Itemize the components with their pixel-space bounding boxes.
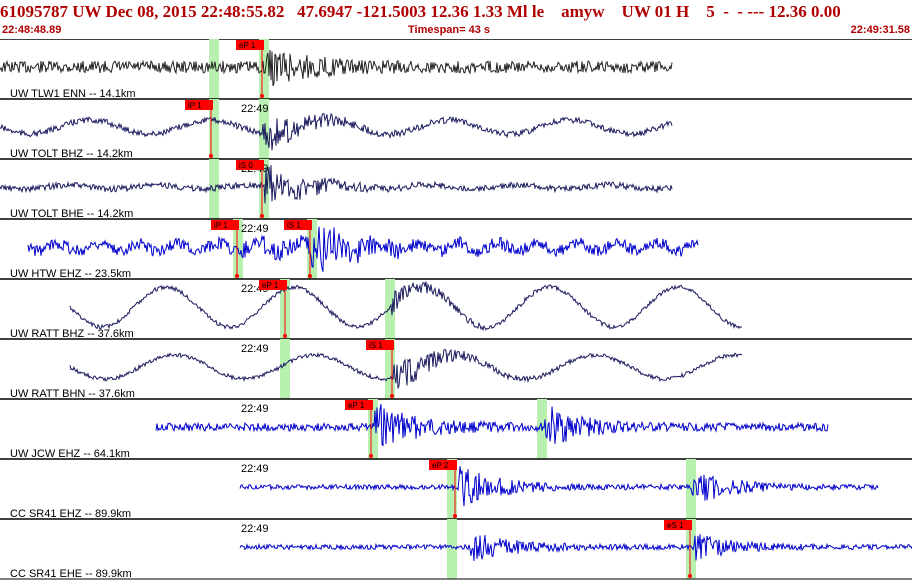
channel-row[interactable]: eP 1 UW TLW1 ENN -- 14.1km <box>0 38 912 100</box>
pick-flag[interactable] <box>259 280 287 290</box>
pick-window <box>368 399 378 459</box>
pick-marker <box>390 394 394 398</box>
time-tick-label: 22:49 <box>241 103 269 115</box>
pick-window <box>447 459 457 519</box>
waveform-trace <box>27 226 699 272</box>
pick-flag-label: iS 0 <box>239 161 253 170</box>
pick-marker <box>369 454 373 458</box>
channel-label: UW RATT BHZ -- 37.6km <box>10 328 134 340</box>
waveform-trace <box>0 113 673 151</box>
pick-flag[interactable] <box>366 340 394 350</box>
pick-flag-label: eP 1 <box>262 281 279 290</box>
pick-flag[interactable] <box>345 400 373 410</box>
pick-window <box>307 219 317 279</box>
pick-window <box>209 39 219 99</box>
pick-flag-label: eS 1 <box>667 521 684 530</box>
channel-label: UW HTW EHZ -- 23.5km <box>10 268 131 280</box>
channel-row[interactable]: 22:49 eP 2 CC SR41 EHZ -- 89.9km <box>0 458 912 520</box>
channel-label: CC SR41 EHE -- 89.9km <box>10 568 132 580</box>
channel-row[interactable]: 22:49 eS 1 CC SR41 EHE -- 89.9km <box>0 518 912 580</box>
channel-label: CC SR41 EHZ -- 89.9km <box>10 508 131 520</box>
pick-marker <box>308 274 312 278</box>
time-tick-label: 22:49 <box>241 403 269 415</box>
pick-marker <box>453 514 457 518</box>
pick-marker <box>260 214 264 218</box>
waveform-trace <box>69 348 743 389</box>
pick-window <box>209 99 219 159</box>
time-start: 22:48:48.89 <box>2 24 62 36</box>
event-header: 61095787 UW Dec 08, 2015 22:48:55.82 47.… <box>0 0 912 40</box>
pick-window <box>209 159 219 219</box>
channel-label: UW TLW1 ENN -- 14.1km <box>10 88 136 100</box>
time-tick-label: 22:49 <box>241 523 269 535</box>
waveform-trace <box>69 281 743 332</box>
channel-label: UW TOLT BHE -- 14.2km <box>10 208 133 220</box>
pick-marker <box>688 574 692 578</box>
pick-flag[interactable] <box>211 220 239 230</box>
channel-row[interactable]: 22:49 eP 1 UW JCW EHZ -- 64.1km <box>0 398 912 460</box>
pick-flag[interactable] <box>664 520 692 530</box>
time-tick-label: 22:49 <box>241 223 269 235</box>
pick-flag-label: eP 1 <box>348 401 365 410</box>
pick-flag[interactable] <box>429 460 457 470</box>
pick-flag-label: iP 1 <box>188 101 202 110</box>
time-end: 22:49:31.58 <box>850 24 910 36</box>
pick-marker <box>209 154 213 158</box>
waveform-panel[interactable]: eP 1 UW TLW1 ENN -- 14.1km 22:49 iP 1 UW TOL… <box>0 38 912 580</box>
pick-flag[interactable] <box>185 100 213 110</box>
waveform-trace <box>0 49 673 87</box>
channel-label: UW TOLT BHZ -- 14.2km <box>10 148 133 160</box>
pick-flag-label: iP 1 <box>214 221 228 230</box>
channel-label: UW JCW EHZ -- 64.1km <box>10 448 130 460</box>
pick-window <box>259 99 269 159</box>
pick-marker <box>260 94 264 98</box>
pick-flag[interactable] <box>284 220 312 230</box>
pick-flag-label: iS 1 <box>369 341 383 350</box>
pick-flag-label: eP 1 <box>239 41 256 50</box>
pick-window <box>280 339 290 399</box>
channel-row[interactable]: 22:49 iP 1 iS 1 UW HTW EHZ -- 23.5km <box>0 218 912 280</box>
pick-window <box>686 519 696 579</box>
pick-window <box>385 339 395 399</box>
time-bar: 22:48:48.89 Timespan= 43 s 22:49:31.58 <box>0 24 912 38</box>
timespan-label: Timespan= 43 s <box>408 24 491 36</box>
pick-window <box>447 519 457 579</box>
waveform-trace <box>239 534 912 561</box>
waveform-trace <box>155 404 829 447</box>
pick-flag-label: eP 2 <box>432 461 449 470</box>
channel-label: UW RATT BHN -- 37.6km <box>10 388 135 400</box>
event-summary: 61095787 UW Dec 08, 2015 22:48:55.82 47.… <box>0 2 841 21</box>
pick-marker <box>283 334 287 338</box>
pick-flag[interactable] <box>236 40 264 50</box>
waveform-trace <box>0 165 673 204</box>
pick-window <box>385 279 395 339</box>
channel-row[interactable]: 22:49 iP 1 UW TOLT BHZ -- 14.2km <box>0 98 912 160</box>
channel-row[interactable]: 22:49 iS 1 UW RATT BHN -- 37.6km <box>0 338 912 400</box>
pick-flag[interactable] <box>236 160 264 170</box>
pick-flag-label: iS 1 <box>287 221 301 230</box>
time-tick-label: 22:49 <box>241 343 269 355</box>
waveform-trace <box>239 466 879 507</box>
pick-marker <box>235 274 239 278</box>
time-tick-label: 22:49 <box>241 463 269 475</box>
